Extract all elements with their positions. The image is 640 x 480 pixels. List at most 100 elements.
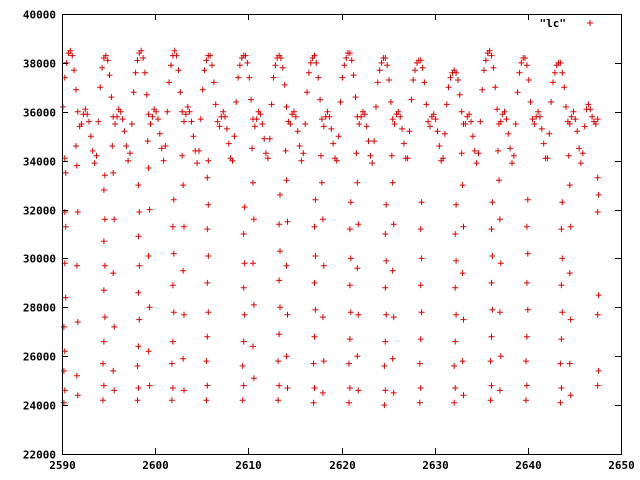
data-point [346, 50, 353, 57]
data-point [447, 74, 454, 81]
data-point [199, 86, 206, 93]
x-tick-label: 2630 [422, 459, 449, 472]
data-point [310, 399, 317, 406]
data-point [453, 257, 460, 264]
data-point [240, 231, 247, 237]
data-point [522, 55, 528, 61]
data-point [497, 118, 504, 125]
data-point [559, 199, 566, 206]
data-point [313, 59, 320, 66]
data-point [205, 309, 212, 316]
data-point [141, 69, 148, 76]
data-point [589, 113, 596, 120]
data-point [210, 79, 217, 86]
data-point [524, 196, 531, 203]
data-point [170, 196, 177, 203]
data-point [74, 392, 81, 399]
y-tick-label: 28000 [23, 302, 56, 315]
data-point [320, 262, 327, 269]
data-point [117, 108, 124, 115]
data-point [84, 111, 91, 118]
data-point [523, 397, 529, 404]
data-point [207, 52, 214, 59]
data-point [318, 152, 324, 159]
data-point [488, 382, 495, 389]
data-point [276, 277, 283, 284]
data-point [291, 108, 297, 115]
legend-marker-plus [587, 20, 593, 26]
data-point [399, 125, 406, 132]
data-point [535, 108, 542, 115]
data-point [581, 123, 588, 130]
data-point [127, 150, 133, 157]
data-point [346, 360, 352, 367]
data-point [246, 74, 253, 81]
data-point [147, 121, 154, 127]
data-point [102, 52, 109, 59]
data-point [462, 121, 469, 127]
data-point [220, 108, 227, 115]
data-point [240, 338, 247, 345]
data-point [567, 223, 574, 230]
data-point [239, 363, 246, 369]
data-point [458, 150, 465, 157]
data-point [114, 113, 120, 120]
data-point [282, 147, 289, 154]
data-point [507, 145, 514, 152]
data-point [382, 55, 389, 61]
data-point [168, 360, 175, 367]
data-point [408, 96, 415, 103]
data-point [149, 113, 156, 120]
data-point [248, 96, 255, 103]
data-point [488, 52, 495, 59]
data-point [74, 209, 81, 215]
data-point [307, 59, 314, 66]
data-point [74, 319, 81, 325]
data-point [558, 226, 565, 233]
data-point [436, 143, 443, 149]
data-point [523, 279, 530, 286]
data-point [479, 86, 486, 93]
data-point [355, 311, 362, 318]
data-point [251, 123, 258, 130]
data-point [326, 113, 333, 120]
data-point [320, 358, 327, 365]
data-point [418, 199, 425, 206]
data-point [452, 231, 459, 237]
data-point [300, 150, 307, 157]
data-point [358, 113, 365, 120]
data-point [73, 262, 80, 269]
data-point [557, 59, 564, 66]
data-point [257, 111, 264, 118]
data-point [310, 360, 317, 367]
data-point [223, 125, 230, 132]
data-point [166, 79, 173, 86]
data-point [492, 84, 499, 91]
data-point [111, 323, 118, 330]
data-point [277, 191, 283, 198]
y-tick-label: 34000 [23, 156, 56, 169]
data-point [312, 196, 319, 203]
data-point [222, 113, 228, 120]
data-point [497, 353, 504, 360]
data-point [383, 201, 390, 208]
data-point [529, 116, 536, 123]
data-point [205, 201, 212, 208]
data-point [417, 282, 424, 289]
data-point [100, 338, 107, 345]
data-point [365, 138, 372, 145]
data-point [169, 385, 176, 391]
data-point [389, 267, 396, 274]
data-point [561, 84, 568, 91]
data-point [441, 130, 448, 137]
data-point [518, 59, 525, 66]
data-point [374, 79, 381, 86]
data-point [277, 304, 283, 311]
data-point [576, 145, 583, 152]
data-point [451, 363, 458, 369]
data-point [69, 52, 76, 59]
axes: 2590 2600 2610 2620 2630 2640 2650 22000 24000 26… [23, 9, 635, 473]
data-point [350, 72, 357, 79]
data-point [283, 103, 290, 110]
data-point [594, 311, 601, 318]
